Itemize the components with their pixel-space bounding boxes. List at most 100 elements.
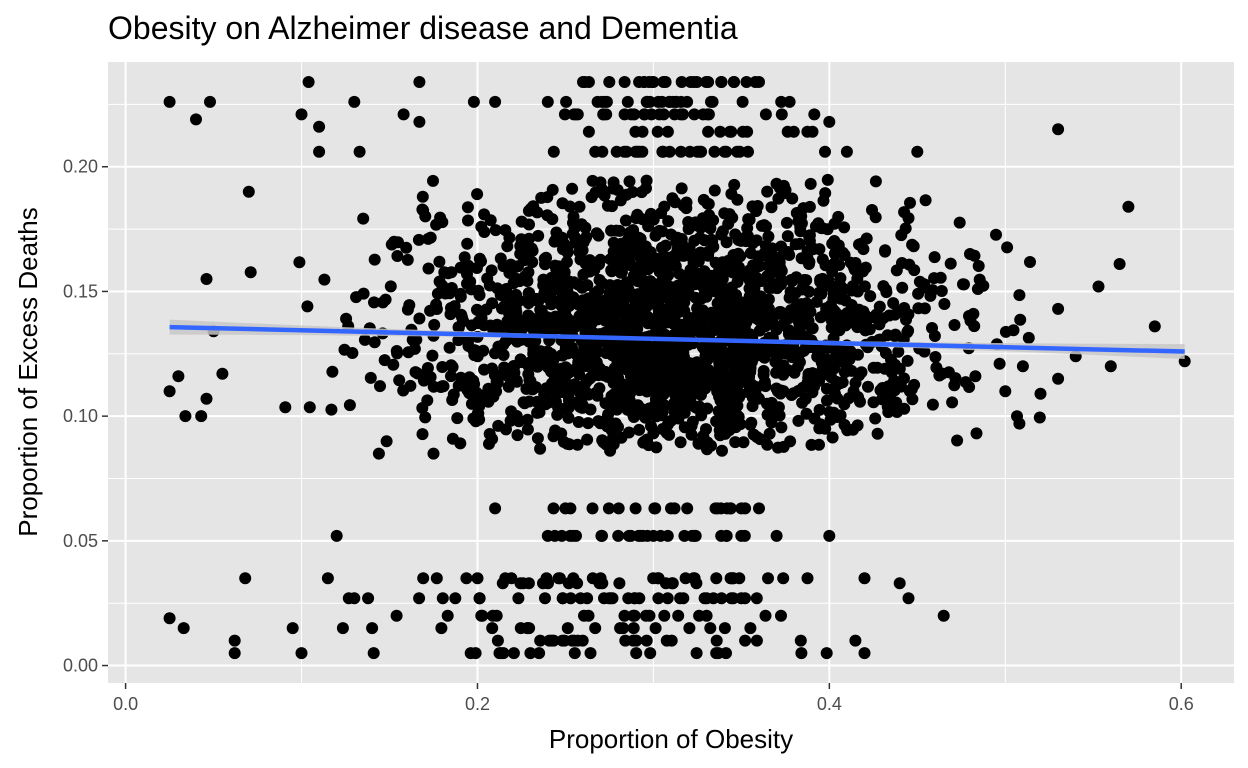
data-point bbox=[639, 411, 652, 424]
data-point bbox=[584, 647, 597, 660]
data-point bbox=[526, 256, 539, 269]
data-point bbox=[655, 409, 668, 422]
data-point bbox=[195, 410, 208, 423]
data-point bbox=[759, 239, 772, 252]
data-point bbox=[808, 412, 821, 425]
data-point bbox=[701, 402, 714, 415]
data-point bbox=[901, 354, 914, 367]
data-point bbox=[720, 145, 733, 158]
data-point bbox=[452, 334, 465, 347]
data-point bbox=[461, 201, 474, 214]
data-point bbox=[676, 108, 689, 121]
data-point bbox=[993, 357, 1006, 370]
data-point bbox=[700, 76, 713, 88]
data-point bbox=[469, 647, 482, 660]
data-point bbox=[803, 368, 815, 381]
data-point bbox=[640, 95, 653, 108]
data-point bbox=[740, 76, 753, 88]
data-point bbox=[647, 572, 660, 585]
data-point bbox=[452, 379, 465, 392]
y-axis-title: Proportion of Excess Deaths bbox=[13, 207, 43, 537]
data-point bbox=[475, 220, 488, 233]
data-point bbox=[665, 634, 678, 647]
data-point bbox=[919, 194, 932, 207]
data-point bbox=[652, 592, 665, 605]
data-point bbox=[876, 393, 888, 406]
data-point bbox=[204, 95, 216, 108]
data-point bbox=[755, 250, 768, 263]
data-point bbox=[786, 291, 799, 303]
data-point bbox=[610, 224, 623, 237]
data-point bbox=[413, 115, 426, 128]
data-point bbox=[512, 313, 525, 326]
data-point bbox=[499, 224, 512, 237]
data-point bbox=[739, 502, 752, 515]
y-tick-label: 0.15 bbox=[63, 281, 98, 301]
data-point bbox=[700, 364, 713, 377]
data-point bbox=[698, 234, 711, 247]
data-point bbox=[303, 401, 316, 414]
data-point bbox=[490, 375, 503, 388]
data-point bbox=[733, 145, 746, 158]
data-point bbox=[631, 208, 644, 221]
data-point bbox=[880, 283, 892, 296]
data-point bbox=[725, 403, 738, 415]
data-point bbox=[663, 145, 676, 158]
data-point bbox=[803, 229, 816, 242]
data-point bbox=[427, 174, 439, 187]
data-point bbox=[579, 221, 592, 234]
data-point bbox=[948, 319, 961, 331]
data-point bbox=[775, 95, 788, 108]
data-point bbox=[366, 622, 379, 635]
data-point bbox=[705, 95, 717, 108]
data-point bbox=[491, 634, 504, 647]
data-point bbox=[638, 108, 651, 121]
data-point bbox=[663, 428, 676, 441]
data-point bbox=[701, 285, 714, 298]
data-point bbox=[794, 634, 807, 647]
data-point bbox=[649, 622, 662, 635]
data-point bbox=[538, 252, 551, 265]
data-point bbox=[471, 572, 484, 585]
data-point bbox=[799, 392, 812, 405]
data-point bbox=[809, 220, 822, 233]
data-point bbox=[891, 406, 903, 418]
data-point bbox=[533, 647, 546, 660]
data-point bbox=[787, 125, 800, 138]
data-point bbox=[716, 444, 728, 457]
data-point bbox=[679, 572, 692, 585]
data-point bbox=[820, 647, 833, 660]
data-point bbox=[725, 356, 738, 369]
data-point bbox=[430, 572, 443, 585]
data-point bbox=[762, 572, 774, 585]
data-point bbox=[582, 417, 595, 430]
data-point bbox=[372, 447, 385, 460]
data-point bbox=[295, 108, 308, 121]
data-point bbox=[999, 325, 1012, 338]
data-point bbox=[889, 358, 901, 371]
data-point bbox=[709, 256, 722, 269]
data-point bbox=[1122, 200, 1135, 213]
data-point bbox=[733, 271, 746, 284]
data-point bbox=[887, 297, 900, 310]
data-point bbox=[810, 295, 823, 308]
data-point bbox=[514, 247, 527, 260]
data-point bbox=[445, 359, 458, 372]
data-point bbox=[586, 502, 599, 515]
data-point bbox=[343, 399, 356, 412]
data-point bbox=[745, 355, 758, 368]
data-point bbox=[813, 403, 826, 416]
data-point bbox=[935, 285, 948, 297]
data-point bbox=[832, 308, 844, 321]
data-point bbox=[426, 349, 439, 362]
data-point bbox=[661, 418, 674, 431]
data-point bbox=[216, 367, 229, 380]
data-point bbox=[392, 236, 404, 249]
data-point bbox=[781, 230, 794, 243]
data-point bbox=[384, 280, 397, 293]
data-point bbox=[918, 302, 931, 315]
data-point bbox=[780, 216, 793, 229]
data-point bbox=[738, 529, 751, 542]
data-point bbox=[465, 283, 478, 296]
data-point bbox=[871, 427, 884, 440]
